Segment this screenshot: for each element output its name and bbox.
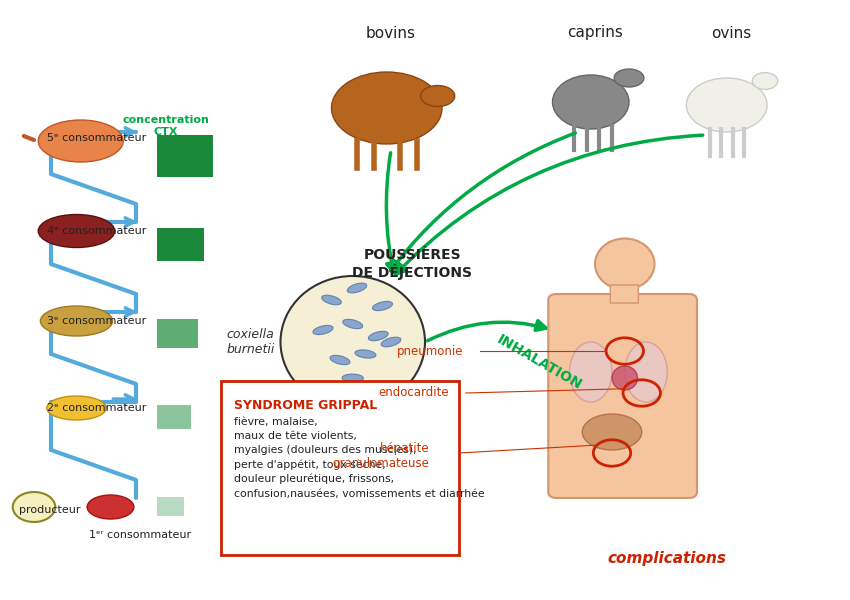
Ellipse shape: [38, 214, 115, 247]
Ellipse shape: [355, 350, 376, 358]
Ellipse shape: [752, 73, 778, 89]
Ellipse shape: [332, 72, 442, 144]
Ellipse shape: [582, 414, 642, 450]
FancyArrowPatch shape: [24, 136, 34, 140]
Ellipse shape: [552, 75, 629, 129]
Text: 4ᵉ consommateur: 4ᵉ consommateur: [47, 226, 146, 236]
Circle shape: [13, 492, 55, 522]
Text: concentration
CTX: concentration CTX: [122, 115, 209, 137]
Ellipse shape: [317, 386, 337, 394]
Ellipse shape: [280, 276, 425, 408]
FancyBboxPatch shape: [221, 381, 459, 555]
Ellipse shape: [686, 78, 767, 132]
FancyBboxPatch shape: [157, 228, 204, 261]
Text: pneumonie: pneumonie: [397, 344, 463, 358]
Ellipse shape: [313, 325, 333, 335]
Text: bovins: bovins: [366, 25, 416, 40]
Text: SYNDROME GRIPPAL: SYNDROME GRIPPAL: [234, 399, 377, 412]
Text: complications: complications: [608, 551, 727, 565]
Text: hépatite
granulomateuse: hépatite granulomateuse: [332, 442, 429, 470]
Text: 1ᵉʳ consommateur: 1ᵉʳ consommateur: [89, 530, 191, 540]
Ellipse shape: [421, 85, 455, 107]
Ellipse shape: [368, 332, 388, 340]
Text: POUSSIÈRES
DE DÉJECTIONS: POUSSIÈRES DE DÉJECTIONS: [352, 248, 473, 280]
Text: INHALATION: INHALATION: [495, 333, 585, 393]
Text: fièvre, malaise,
maux de tête violents,
myalgies (douleurs des muscles),
perte d: fièvre, malaise, maux de tête violents, …: [234, 417, 484, 499]
Ellipse shape: [595, 238, 654, 289]
Ellipse shape: [88, 495, 133, 519]
Text: producteur: producteur: [19, 505, 80, 515]
Ellipse shape: [343, 319, 363, 329]
Ellipse shape: [614, 69, 644, 87]
Text: ovins: ovins: [711, 25, 751, 40]
FancyBboxPatch shape: [610, 285, 638, 303]
FancyBboxPatch shape: [157, 135, 212, 177]
Ellipse shape: [38, 120, 123, 162]
Ellipse shape: [338, 404, 359, 412]
Text: caprins: caprins: [567, 25, 623, 40]
FancyBboxPatch shape: [157, 319, 198, 348]
Ellipse shape: [41, 306, 112, 336]
FancyBboxPatch shape: [157, 405, 191, 429]
Ellipse shape: [330, 356, 350, 364]
Ellipse shape: [372, 302, 393, 310]
FancyBboxPatch shape: [157, 497, 184, 516]
Ellipse shape: [343, 373, 363, 383]
Ellipse shape: [321, 296, 342, 304]
Ellipse shape: [368, 386, 388, 394]
Ellipse shape: [47, 396, 106, 420]
Ellipse shape: [381, 338, 401, 346]
FancyBboxPatch shape: [548, 294, 697, 498]
Text: 5ᵉ consommateur: 5ᵉ consommateur: [47, 133, 146, 143]
Ellipse shape: [347, 284, 367, 292]
Ellipse shape: [612, 366, 638, 390]
Ellipse shape: [570, 342, 612, 402]
Text: 3ᵉ consommateur: 3ᵉ consommateur: [47, 316, 146, 326]
Ellipse shape: [625, 342, 667, 402]
Text: coxiella
burnetii: coxiella burnetii: [227, 328, 275, 356]
Text: endocardite: endocardite: [378, 386, 449, 400]
Text: 2ᵉ consommateur: 2ᵉ consommateur: [47, 403, 146, 413]
